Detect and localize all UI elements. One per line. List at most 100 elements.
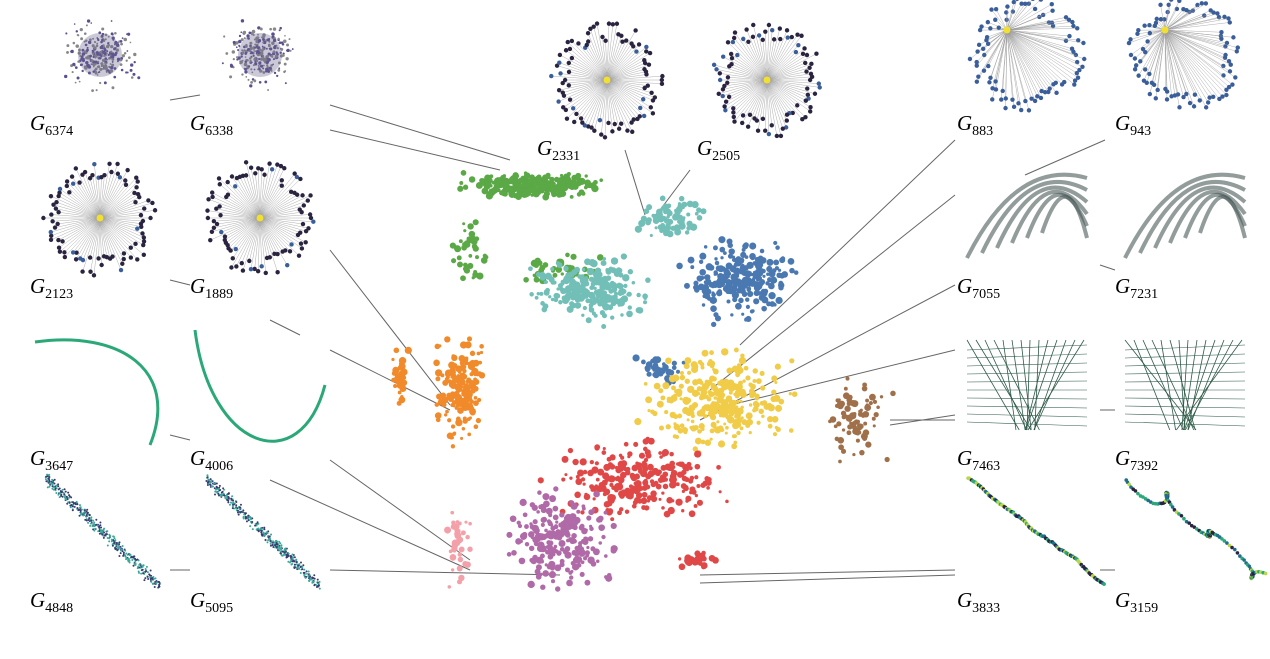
edge bbox=[766, 54, 808, 81]
node bbox=[66, 44, 70, 48]
node bbox=[281, 550, 284, 553]
edge bbox=[56, 201, 101, 219]
node bbox=[73, 23, 76, 25]
swirl-band bbox=[1153, 185, 1247, 249]
node bbox=[1145, 39, 1150, 44]
node bbox=[1016, 101, 1021, 106]
scatter-point bbox=[558, 286, 564, 292]
node bbox=[87, 521, 90, 524]
scatter-point bbox=[694, 450, 702, 458]
hub bbox=[603, 76, 611, 84]
node bbox=[280, 546, 283, 549]
node bbox=[1184, 91, 1189, 97]
node bbox=[90, 22, 93, 24]
node bbox=[111, 63, 115, 67]
node bbox=[1076, 38, 1081, 43]
graph-label: G943 bbox=[1115, 111, 1151, 139]
node bbox=[249, 44, 252, 47]
edge bbox=[766, 79, 770, 135]
scatter-point bbox=[668, 476, 675, 483]
node bbox=[101, 27, 105, 31]
edge bbox=[245, 175, 261, 219]
scatter-point bbox=[397, 365, 404, 371]
node bbox=[635, 116, 640, 122]
scatter-point bbox=[737, 386, 742, 391]
scatter-point bbox=[759, 248, 765, 254]
edge bbox=[559, 62, 608, 81]
scatter-point bbox=[457, 521, 462, 526]
node bbox=[255, 45, 259, 48]
scatter-point bbox=[753, 298, 760, 305]
node bbox=[629, 120, 634, 125]
edge bbox=[69, 192, 101, 219]
edge bbox=[99, 217, 144, 238]
edge bbox=[731, 53, 768, 81]
edge bbox=[259, 217, 278, 255]
edge bbox=[99, 217, 125, 254]
node bbox=[288, 561, 291, 564]
node bbox=[100, 529, 103, 532]
scatter-point bbox=[680, 224, 684, 228]
scatter-point bbox=[556, 193, 562, 198]
scatter-point bbox=[665, 357, 672, 364]
edge bbox=[1006, 29, 1076, 81]
node bbox=[106, 50, 109, 53]
node bbox=[244, 52, 248, 55]
edge bbox=[601, 79, 608, 135]
scatter-point bbox=[460, 436, 464, 440]
edge bbox=[211, 217, 261, 232]
scatter-point bbox=[716, 464, 721, 470]
node bbox=[67, 491, 70, 494]
edge bbox=[212, 196, 261, 219]
edge bbox=[1164, 3, 1202, 31]
scatter-point bbox=[659, 425, 665, 431]
node bbox=[53, 478, 56, 481]
node bbox=[746, 39, 751, 45]
scatter-point bbox=[769, 301, 776, 307]
scatter-point bbox=[566, 579, 573, 587]
scatter-point bbox=[462, 184, 469, 190]
scatter-point bbox=[713, 312, 719, 318]
node bbox=[140, 572, 143, 575]
edge bbox=[716, 69, 768, 81]
scatter-point bbox=[594, 461, 599, 466]
graph-label: G2123 bbox=[30, 274, 73, 302]
mesh-edge bbox=[966, 397, 1088, 400]
node bbox=[83, 32, 87, 35]
scatter-point bbox=[739, 399, 743, 403]
edge bbox=[729, 79, 768, 98]
node bbox=[566, 60, 572, 66]
node bbox=[269, 27, 273, 31]
edge bbox=[254, 217, 261, 270]
node bbox=[307, 212, 313, 217]
node bbox=[115, 161, 120, 167]
node bbox=[91, 52, 95, 55]
node bbox=[273, 541, 276, 544]
node bbox=[48, 473, 51, 476]
node bbox=[69, 506, 72, 509]
scatter-point bbox=[775, 404, 783, 412]
edge bbox=[71, 176, 101, 219]
node bbox=[48, 485, 51, 488]
edge bbox=[1164, 16, 1225, 31]
scatter-point bbox=[647, 409, 651, 413]
node bbox=[74, 250, 79, 255]
scatter-point bbox=[869, 393, 876, 401]
edge bbox=[259, 217, 314, 222]
scatter-point bbox=[545, 507, 553, 515]
node bbox=[93, 46, 97, 50]
scatter-point bbox=[586, 515, 592, 521]
node bbox=[290, 555, 293, 558]
node bbox=[99, 262, 104, 268]
edge bbox=[1142, 29, 1166, 50]
node bbox=[240, 19, 245, 23]
node bbox=[275, 162, 280, 167]
node bbox=[278, 540, 281, 543]
edge bbox=[259, 217, 266, 273]
scatter-point bbox=[551, 552, 556, 557]
scatter-point bbox=[638, 219, 646, 227]
edge bbox=[82, 217, 101, 272]
scatter-point bbox=[574, 302, 582, 309]
edge bbox=[259, 166, 282, 219]
edge bbox=[99, 171, 112, 219]
